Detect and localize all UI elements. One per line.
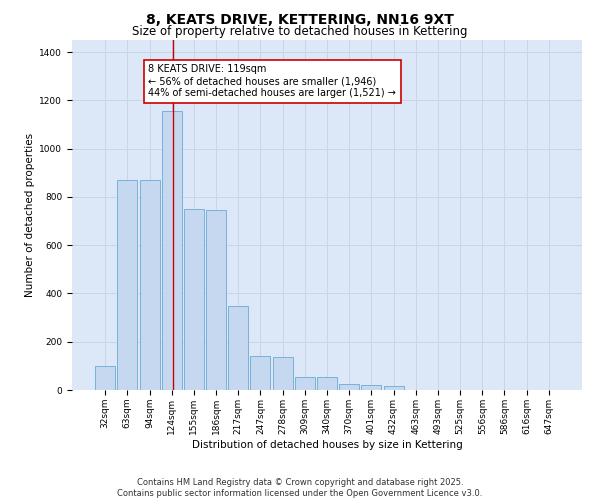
Bar: [95, 366, 115, 390]
Bar: [339, 384, 359, 390]
Bar: [228, 306, 248, 390]
Y-axis label: Number of detached properties: Number of detached properties: [25, 133, 35, 297]
Bar: [383, 386, 404, 390]
Bar: [118, 180, 137, 390]
Text: Contains HM Land Registry data © Crown copyright and database right 2025.
Contai: Contains HM Land Registry data © Crown c…: [118, 478, 482, 498]
Bar: [272, 358, 293, 390]
Bar: [162, 111, 182, 390]
Bar: [295, 376, 315, 390]
Text: Size of property relative to detached houses in Kettering: Size of property relative to detached ho…: [132, 25, 468, 38]
Text: 8 KEATS DRIVE: 119sqm
← 56% of detached houses are smaller (1,946)
44% of semi-d: 8 KEATS DRIVE: 119sqm ← 56% of detached …: [149, 64, 397, 98]
Bar: [140, 180, 160, 390]
Text: 8, KEATS DRIVE, KETTERING, NN16 9XT: 8, KEATS DRIVE, KETTERING, NN16 9XT: [146, 12, 454, 26]
Bar: [206, 210, 226, 390]
Bar: [361, 385, 382, 390]
Bar: [317, 376, 337, 390]
Bar: [184, 209, 204, 390]
X-axis label: Distribution of detached houses by size in Kettering: Distribution of detached houses by size …: [191, 440, 463, 450]
Bar: [250, 356, 271, 390]
